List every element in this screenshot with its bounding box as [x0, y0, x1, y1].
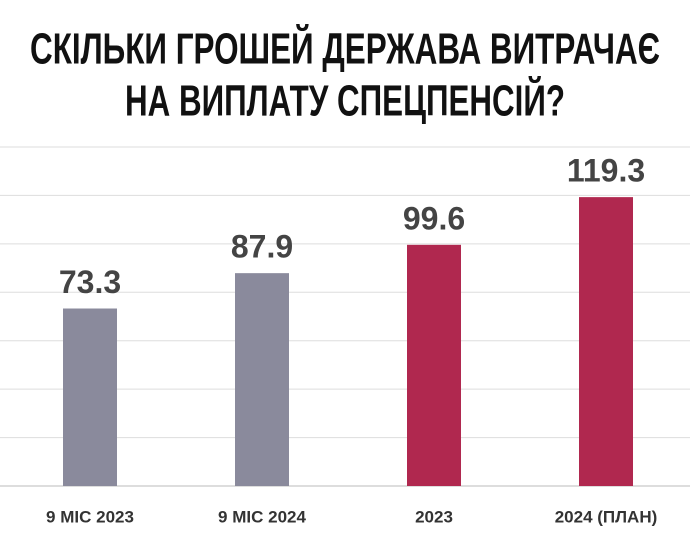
x-tick-label: 2023 — [415, 507, 453, 526]
chart-title: НА ВИПЛАТУ СПЕЦПЕНСІЙ? — [125, 75, 565, 126]
bar — [407, 244, 461, 486]
value-label: 87.9 — [231, 229, 293, 265]
value-label: 99.6 — [403, 200, 465, 236]
chart-title: СКІЛЬКИ ГРОШЕЙ ДЕРЖАВА ВИТРАЧАЄ — [30, 23, 660, 74]
x-tick-label: 9 МІС 2024 — [218, 507, 306, 526]
bar — [235, 273, 289, 486]
bar — [63, 308, 117, 486]
value-label: 73.3 — [59, 264, 121, 300]
x-tick-label: 2024 (ПЛАН) — [555, 507, 658, 526]
x-tick-label: 9 МІС 2023 — [46, 507, 134, 526]
bar — [579, 197, 633, 486]
value-label: 119.3 — [567, 153, 645, 189]
